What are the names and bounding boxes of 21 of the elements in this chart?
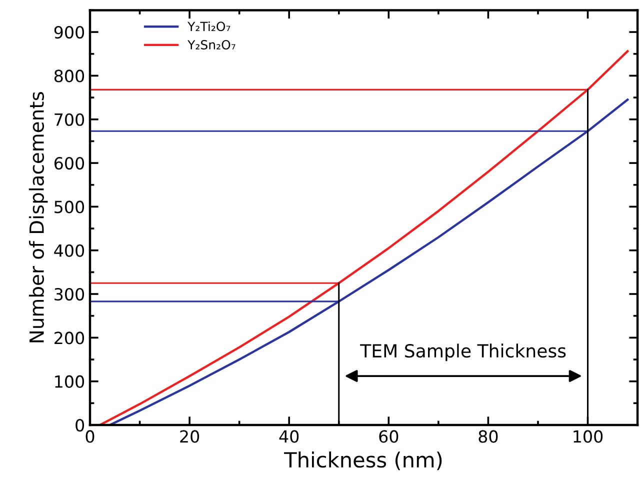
y-tick-label: 800 — [54, 70, 84, 82]
y-tick-label: 500 — [54, 200, 84, 214]
y-tick-label: 300 — [54, 288, 84, 301]
y-tick-label: 0 — [76, 418, 84, 432]
y-tick-label: 700 — [54, 113, 84, 126]
legend-label: Y₂Sn₂O₇ — [188, 40, 236, 50]
x-tick-label: 20 — [180, 430, 200, 443]
y-tick-label: 400 — [54, 244, 84, 257]
x-tick-label: 100 — [574, 430, 603, 443]
y-tick-label: 200 — [54, 332, 84, 344]
x-tick-label: 0 — [86, 430, 94, 443]
y-tick-label: 100 — [55, 375, 84, 388]
x-tick-label: 60 — [379, 430, 398, 443]
annotation: TEM Sample Thickness — [360, 344, 566, 362]
x-tick-label: 40 — [279, 430, 299, 443]
y-tick-label: 900 — [54, 26, 84, 39]
y-axis-title: Number of Displacements — [28, 92, 48, 342]
x-axis-title: Thickness (nm) — [284, 452, 442, 470]
x-tick-label: 80 — [478, 430, 498, 443]
y-tick-label: 600 — [54, 156, 84, 170]
legend-label: Y₂Ti₂O₇ — [188, 21, 230, 32]
